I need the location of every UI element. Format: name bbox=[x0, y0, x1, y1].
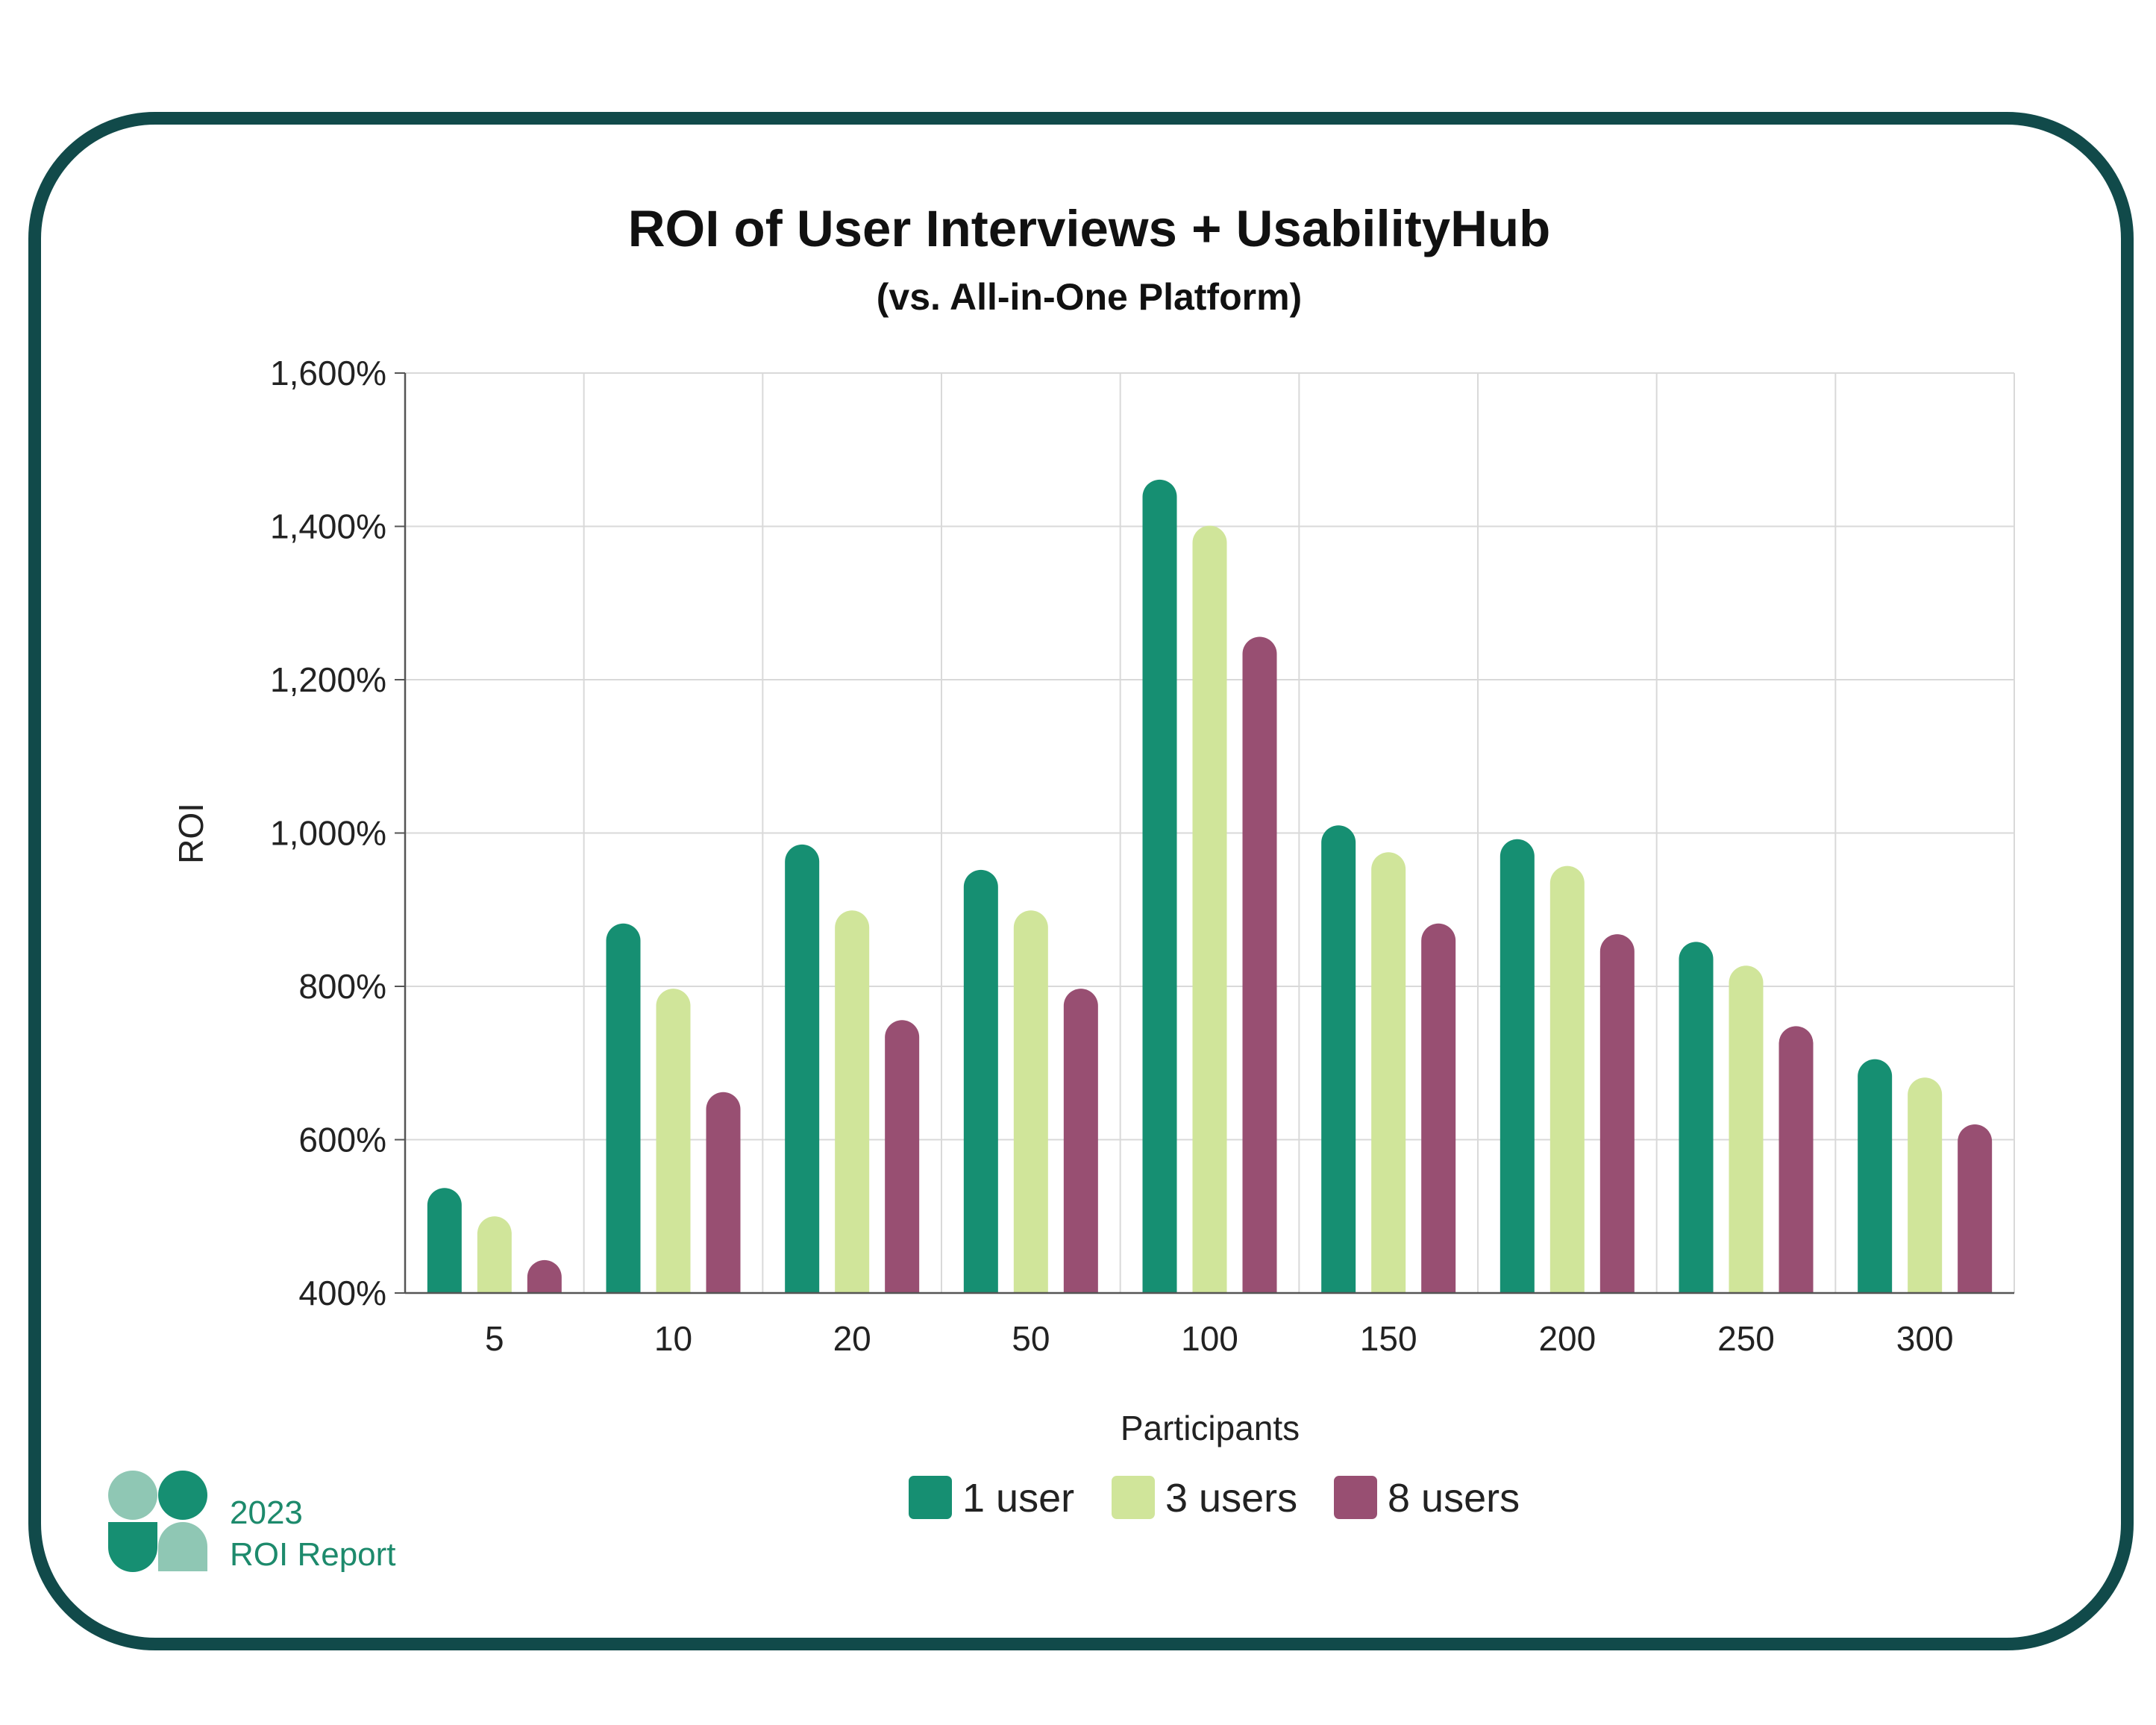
logo-circle-light bbox=[108, 1471, 157, 1520]
bar bbox=[963, 869, 998, 1293]
legend-swatch bbox=[1334, 1476, 1377, 1519]
logo-cup-dark bbox=[108, 1522, 157, 1572]
bar bbox=[1549, 865, 1585, 1293]
y-tick-label: 800% bbox=[298, 967, 386, 1006]
bar bbox=[656, 989, 691, 1293]
x-tick-label: 100 bbox=[1181, 1319, 1238, 1358]
x-tick-label: 300 bbox=[1896, 1319, 1954, 1358]
bar bbox=[1063, 989, 1098, 1293]
bar bbox=[1192, 525, 1227, 1294]
bar bbox=[1321, 825, 1356, 1293]
y-tick-label: 400% bbox=[298, 1274, 386, 1312]
x-axis-title: Participants bbox=[1121, 1409, 1300, 1447]
y-tick-label: 1,400% bbox=[270, 507, 386, 546]
y-tick-label: 1,600% bbox=[270, 354, 386, 392]
bar bbox=[527, 1259, 562, 1293]
brand-text: 2023 ROI Report bbox=[230, 1492, 396, 1576]
bar bbox=[1421, 923, 1456, 1293]
chart-subtitle: (vs. All-in-One Platform) bbox=[877, 276, 1302, 318]
bar bbox=[1729, 965, 1764, 1293]
legend-label: 1 user bbox=[962, 1476, 1074, 1521]
logo-circle-dark bbox=[158, 1471, 207, 1520]
chart-card bbox=[28, 112, 2134, 1650]
bar bbox=[835, 910, 870, 1293]
y-axis-title: ROI bbox=[172, 803, 210, 864]
brand-logo-icon bbox=[108, 1471, 207, 1572]
x-tick-label: 10 bbox=[654, 1319, 692, 1358]
bar bbox=[1599, 934, 1635, 1293]
bar bbox=[1500, 839, 1535, 1293]
bar bbox=[1371, 852, 1406, 1293]
report-year: 2023 bbox=[230, 1494, 303, 1531]
legend-swatch bbox=[909, 1476, 952, 1519]
x-tick-label: 20 bbox=[833, 1319, 871, 1358]
x-tick-labels: 5 10 20 50 100 150 200 250 300 bbox=[485, 1319, 1954, 1358]
bar bbox=[785, 844, 820, 1293]
bars bbox=[427, 479, 1993, 1294]
legend-swatch bbox=[1112, 1476, 1155, 1519]
bar bbox=[885, 1020, 920, 1293]
x-tick-label: 200 bbox=[1538, 1319, 1596, 1358]
bar bbox=[1908, 1077, 1943, 1293]
legend-label: 3 users bbox=[1165, 1476, 1297, 1521]
x-tick-label: 150 bbox=[1360, 1319, 1417, 1358]
chart-title: ROI of User Interviews + UsabilityHub bbox=[628, 200, 1551, 257]
bar bbox=[706, 1092, 741, 1293]
y-tick-labels: 1,600% 1,400% 1,200% 1,000% 800% 600% 400% bbox=[270, 354, 386, 1312]
bar bbox=[427, 1188, 462, 1293]
legend-label: 8 users bbox=[1388, 1476, 1520, 1521]
logo-arch-light bbox=[158, 1522, 207, 1571]
bar bbox=[1679, 942, 1714, 1293]
x-tick-label: 50 bbox=[1012, 1319, 1050, 1358]
bar bbox=[1142, 479, 1177, 1293]
bar bbox=[1779, 1026, 1814, 1293]
axes bbox=[404, 373, 2014, 1294]
bar bbox=[1242, 636, 1277, 1293]
y-tick-label: 600% bbox=[298, 1121, 386, 1159]
bar bbox=[606, 923, 641, 1293]
x-tick-label: 250 bbox=[1717, 1319, 1775, 1358]
report-name: ROI Report bbox=[230, 1536, 396, 1573]
legend: 1 user 3 users 8 users bbox=[909, 1476, 1520, 1521]
bar bbox=[1958, 1124, 1993, 1293]
bar bbox=[1013, 910, 1048, 1293]
y-tick-label: 1,000% bbox=[270, 814, 386, 853]
bar bbox=[477, 1216, 512, 1293]
x-tick-label: 5 bbox=[485, 1319, 504, 1358]
y-tick-label: 1,200% bbox=[270, 660, 386, 699]
bar bbox=[1858, 1059, 1893, 1293]
